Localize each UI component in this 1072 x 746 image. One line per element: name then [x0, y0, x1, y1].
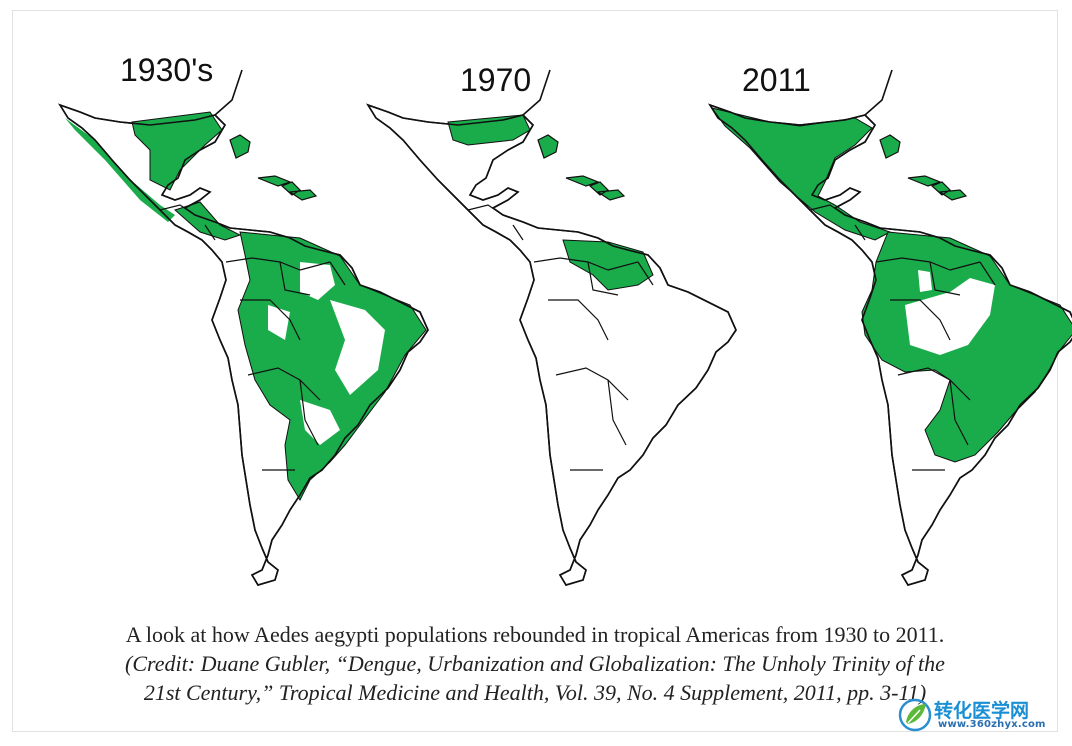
caribbean-islands	[537, 134, 625, 201]
caption-credit-line-2: 21st Century,” Tropical Medicine and Hea…	[143, 680, 927, 705]
watermark-url: www.360zhyx.com	[938, 719, 1046, 730]
caption-credit-line-1: (Credit: Duane Gubler, “Dengue, Urbaniza…	[125, 651, 945, 676]
coastline-north	[214, 69, 243, 116]
figure-caption: A look at how Aedes aegypti populations …	[30, 620, 1040, 707]
year-label-1930s: 1930's	[120, 52, 214, 88]
leaf-logo-icon	[898, 698, 932, 732]
uninfested-interior-2	[330, 300, 385, 395]
uninfested-interior-2	[918, 270, 932, 292]
coastline-north	[864, 69, 893, 116]
year-label-1970: 1970	[460, 62, 532, 98]
caption-main: A look at how Aedes aegypti populations …	[125, 622, 945, 647]
caribbean-islands	[879, 134, 967, 201]
watermark-name: 转化医学网	[934, 700, 1030, 722]
map-1930s: 1930's	[0, 0, 429, 610]
map-1970: 1970	[308, 0, 737, 610]
watermark: 转化医学网 www.360zhyx.com	[898, 696, 1058, 736]
map-2011-svg	[709, 69, 1072, 586]
map-2011: 2011	[650, 0, 1072, 610]
map-1970-svg	[367, 69, 737, 586]
infested-area-north	[710, 107, 892, 241]
map-1930s-svg	[59, 69, 429, 586]
infested-area-venezuela	[562, 239, 654, 291]
uninfested-interior-1	[300, 262, 335, 300]
year-label-2011: 2011	[742, 62, 811, 98]
caribbean-islands	[229, 134, 317, 201]
uninfested-interior-4	[300, 400, 340, 445]
uninfested-interior-1	[905, 278, 995, 355]
